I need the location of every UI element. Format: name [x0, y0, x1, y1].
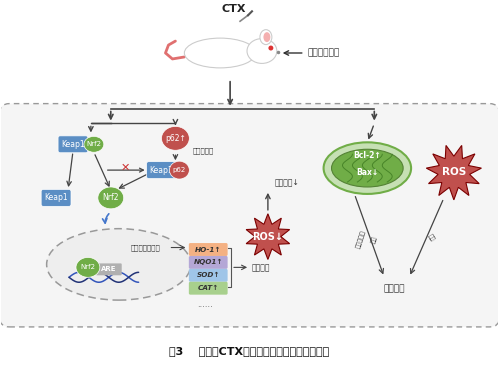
Ellipse shape: [84, 137, 104, 152]
Text: SOD↑: SOD↑: [197, 272, 220, 278]
Circle shape: [268, 46, 273, 50]
Ellipse shape: [46, 229, 191, 300]
Text: 竞争性结合: 竞争性结合: [192, 147, 214, 153]
Text: ARE: ARE: [101, 266, 117, 272]
Text: Nrf2: Nrf2: [102, 194, 119, 202]
Text: 线粒体途径: 线粒体途径: [356, 230, 367, 250]
Text: 氧化应激↓: 氧化应激↓: [275, 178, 300, 188]
FancyBboxPatch shape: [0, 104, 499, 327]
FancyBboxPatch shape: [41, 190, 71, 206]
Text: Nrf2: Nrf2: [80, 264, 95, 270]
Text: p62: p62: [173, 167, 186, 173]
Ellipse shape: [170, 161, 189, 179]
FancyBboxPatch shape: [96, 263, 122, 275]
Polygon shape: [246, 214, 289, 259]
Text: HO-1↑: HO-1↑: [195, 247, 222, 252]
Text: Bcl-2↑: Bcl-2↑: [353, 151, 381, 160]
Ellipse shape: [162, 127, 189, 150]
Text: p62↑: p62↑: [165, 134, 186, 143]
FancyBboxPatch shape: [189, 243, 228, 256]
FancyBboxPatch shape: [189, 282, 228, 295]
Text: Keap1: Keap1: [150, 166, 173, 174]
Ellipse shape: [260, 30, 272, 45]
Text: 诱导: 诱导: [427, 233, 435, 242]
FancyBboxPatch shape: [189, 256, 228, 269]
Text: Keap1: Keap1: [44, 194, 68, 202]
Text: ROS↓: ROS↓: [252, 231, 283, 242]
Ellipse shape: [76, 258, 100, 277]
Text: 细胞: 细胞: [370, 235, 378, 244]
Polygon shape: [426, 145, 482, 200]
Ellipse shape: [263, 32, 270, 42]
Text: ROS: ROS: [442, 167, 466, 177]
Text: 细胞凋亡: 细胞凋亡: [383, 285, 405, 294]
Text: Keap1: Keap1: [61, 140, 85, 149]
FancyBboxPatch shape: [189, 269, 228, 282]
Text: Nrf2: Nrf2: [86, 141, 101, 147]
Ellipse shape: [331, 149, 403, 187]
Ellipse shape: [323, 142, 411, 194]
FancyBboxPatch shape: [58, 136, 88, 153]
Ellipse shape: [98, 187, 124, 209]
Text: NQO1↑: NQO1↑: [194, 259, 223, 265]
Text: 天然活性多糖: 天然活性多糖: [308, 49, 340, 57]
Ellipse shape: [184, 38, 256, 68]
Text: CAT↑: CAT↑: [198, 285, 219, 291]
Text: Bax↓: Bax↓: [356, 167, 378, 177]
FancyBboxPatch shape: [147, 162, 177, 178]
Text: 抗氧化基因表达: 抗氧化基因表达: [131, 244, 161, 251]
Text: ......: ......: [198, 300, 213, 309]
Ellipse shape: [247, 39, 277, 63]
Text: 抗氧化酶: 抗氧化酶: [252, 263, 270, 272]
Text: CTX: CTX: [222, 4, 247, 14]
Text: 图3    多糖对CTX诱导氧化应激损伤的改善机制: 图3 多糖对CTX诱导氧化应激损伤的改善机制: [169, 346, 329, 356]
Text: ✕: ✕: [121, 163, 130, 173]
